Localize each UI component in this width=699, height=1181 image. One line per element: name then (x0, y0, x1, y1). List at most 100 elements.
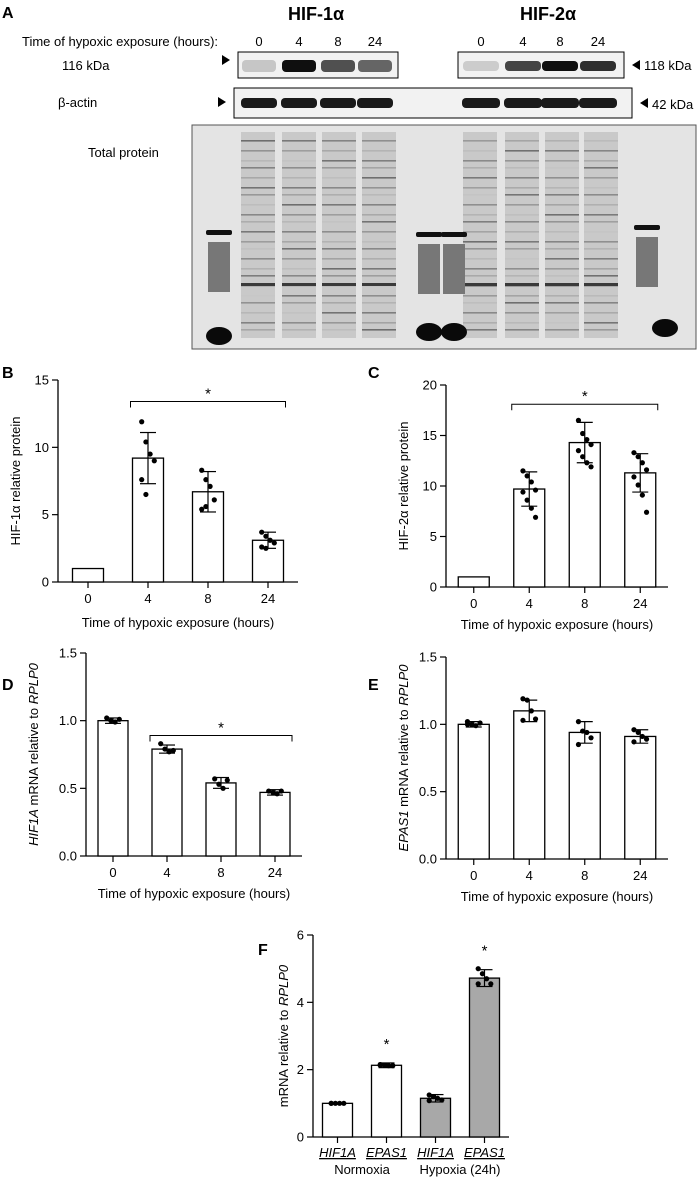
gel-protein-band (241, 302, 275, 304)
x-tick-label: 8 (204, 591, 211, 606)
y-tick-label: 1.5 (59, 646, 77, 661)
gel-protein-band (322, 204, 356, 206)
y-tick-label: 6 (297, 928, 304, 943)
gel-protein-band (545, 140, 579, 142)
gel-protein-band (463, 258, 497, 260)
y-axis-label: mRNA relative to RPLP0 (276, 964, 291, 1107)
data-point (464, 721, 471, 727)
gel-protein-band (322, 150, 356, 152)
bar (568, 731, 601, 860)
chart-e: 0.0 0.5 1.0 1.5 0 4 8 24 Time of hypoxic exposur… (396, 650, 668, 904)
data-point (580, 430, 586, 437)
data-point (386, 1063, 392, 1069)
ladder-smear (208, 242, 230, 292)
lane-label-hif1-0: 0 (255, 34, 262, 49)
gel-protein-band (282, 302, 316, 304)
gel-protein-band (362, 140, 396, 142)
gel-protein-band (241, 204, 275, 206)
gel-protein-band (584, 194, 618, 196)
data-point (575, 417, 582, 423)
gel-protein-band (505, 275, 539, 277)
gel-protein-band (545, 160, 579, 162)
gel-protein-band (241, 248, 275, 250)
gel-protein-band (322, 160, 356, 162)
gel-major-band (463, 283, 497, 286)
gel-protein-band (362, 258, 396, 260)
data-point (639, 460, 645, 466)
gel-protein-band (322, 221, 356, 223)
gel-protein-band (584, 167, 618, 169)
gel-protein-band (322, 177, 356, 179)
data-point (631, 450, 637, 456)
x-tick-label: 4 (163, 865, 170, 880)
gel-protein-band (241, 150, 275, 152)
gel-protein-band (282, 268, 316, 270)
data-point (639, 492, 645, 498)
gel-protein-band (282, 221, 316, 223)
gel-protein-band (362, 231, 396, 233)
gel-protein-band (584, 329, 618, 331)
data-point (199, 506, 205, 512)
x-tick-label: HIF1A (319, 1145, 356, 1160)
data-point (377, 1062, 383, 1068)
bar (370, 1064, 403, 1138)
data-point (635, 482, 641, 488)
bar (457, 723, 490, 860)
gel-protein-band (282, 312, 316, 314)
data-point (639, 733, 645, 740)
y-tick-label: 4 (297, 995, 304, 1010)
gel-protein-band (505, 140, 539, 142)
y-axis-label: HIF1A mRNA relative to RPLP0 (26, 662, 41, 846)
gel-protein-band (545, 194, 579, 196)
gel-protein-band (463, 160, 497, 162)
gel-protein-band (282, 177, 316, 179)
data-point (328, 1100, 334, 1106)
x-tick-label: 0 (109, 865, 116, 880)
data-point (524, 497, 530, 503)
y-tick-label: 10 (35, 440, 49, 455)
data-point (588, 735, 594, 741)
y-tick-label: 5 (430, 529, 437, 544)
y-tick-label: 1.5 (419, 650, 437, 665)
gel-protein-band (463, 204, 497, 206)
gel-lane-smear (584, 132, 618, 338)
gel-protein-band (505, 231, 539, 233)
gel-lane-smear (282, 132, 316, 338)
data-point (479, 971, 485, 977)
significance-star: * (384, 1036, 390, 1053)
gel-protein-band (322, 268, 356, 270)
gel-protein-band (282, 194, 316, 196)
gel-protein-band (362, 194, 396, 196)
hif1-band-8 (321, 60, 355, 72)
y-tick-label: 0.5 (419, 784, 437, 799)
gel-protein-band (505, 248, 539, 250)
y-tick-label: 5 (42, 507, 49, 522)
gel-protein-band (584, 295, 618, 297)
gel-protein-band (463, 187, 497, 189)
y-axis-label-reference: RPLP0 (396, 664, 411, 706)
gel-protein-band (545, 258, 579, 260)
significance-star: * (205, 386, 211, 403)
y-tick-label: 1.0 (419, 717, 437, 732)
data-point (528, 708, 534, 714)
actin-band-hif2-0 (462, 98, 500, 108)
gel-protein-band (322, 194, 356, 196)
gel-protein-band (584, 275, 618, 277)
data-point (520, 717, 526, 723)
bar (321, 1102, 354, 1138)
significance-star: * (482, 943, 488, 960)
gel-protein-band (584, 258, 618, 260)
gel-protein-band (241, 268, 275, 270)
gel-protein-band (362, 150, 396, 152)
gel-protein-band (545, 329, 579, 331)
actin-marker-arrow (640, 98, 648, 108)
gel-lane-smear (463, 132, 497, 338)
gel-protein-band (282, 150, 316, 152)
data-point (216, 781, 222, 787)
data-point (147, 451, 153, 457)
data-point (143, 439, 149, 445)
y-axis-label-gene: HIF1A (26, 809, 41, 846)
data-point (104, 715, 110, 721)
actin-band-hif1-24 (357, 98, 393, 108)
gel-protein-band (584, 204, 618, 206)
